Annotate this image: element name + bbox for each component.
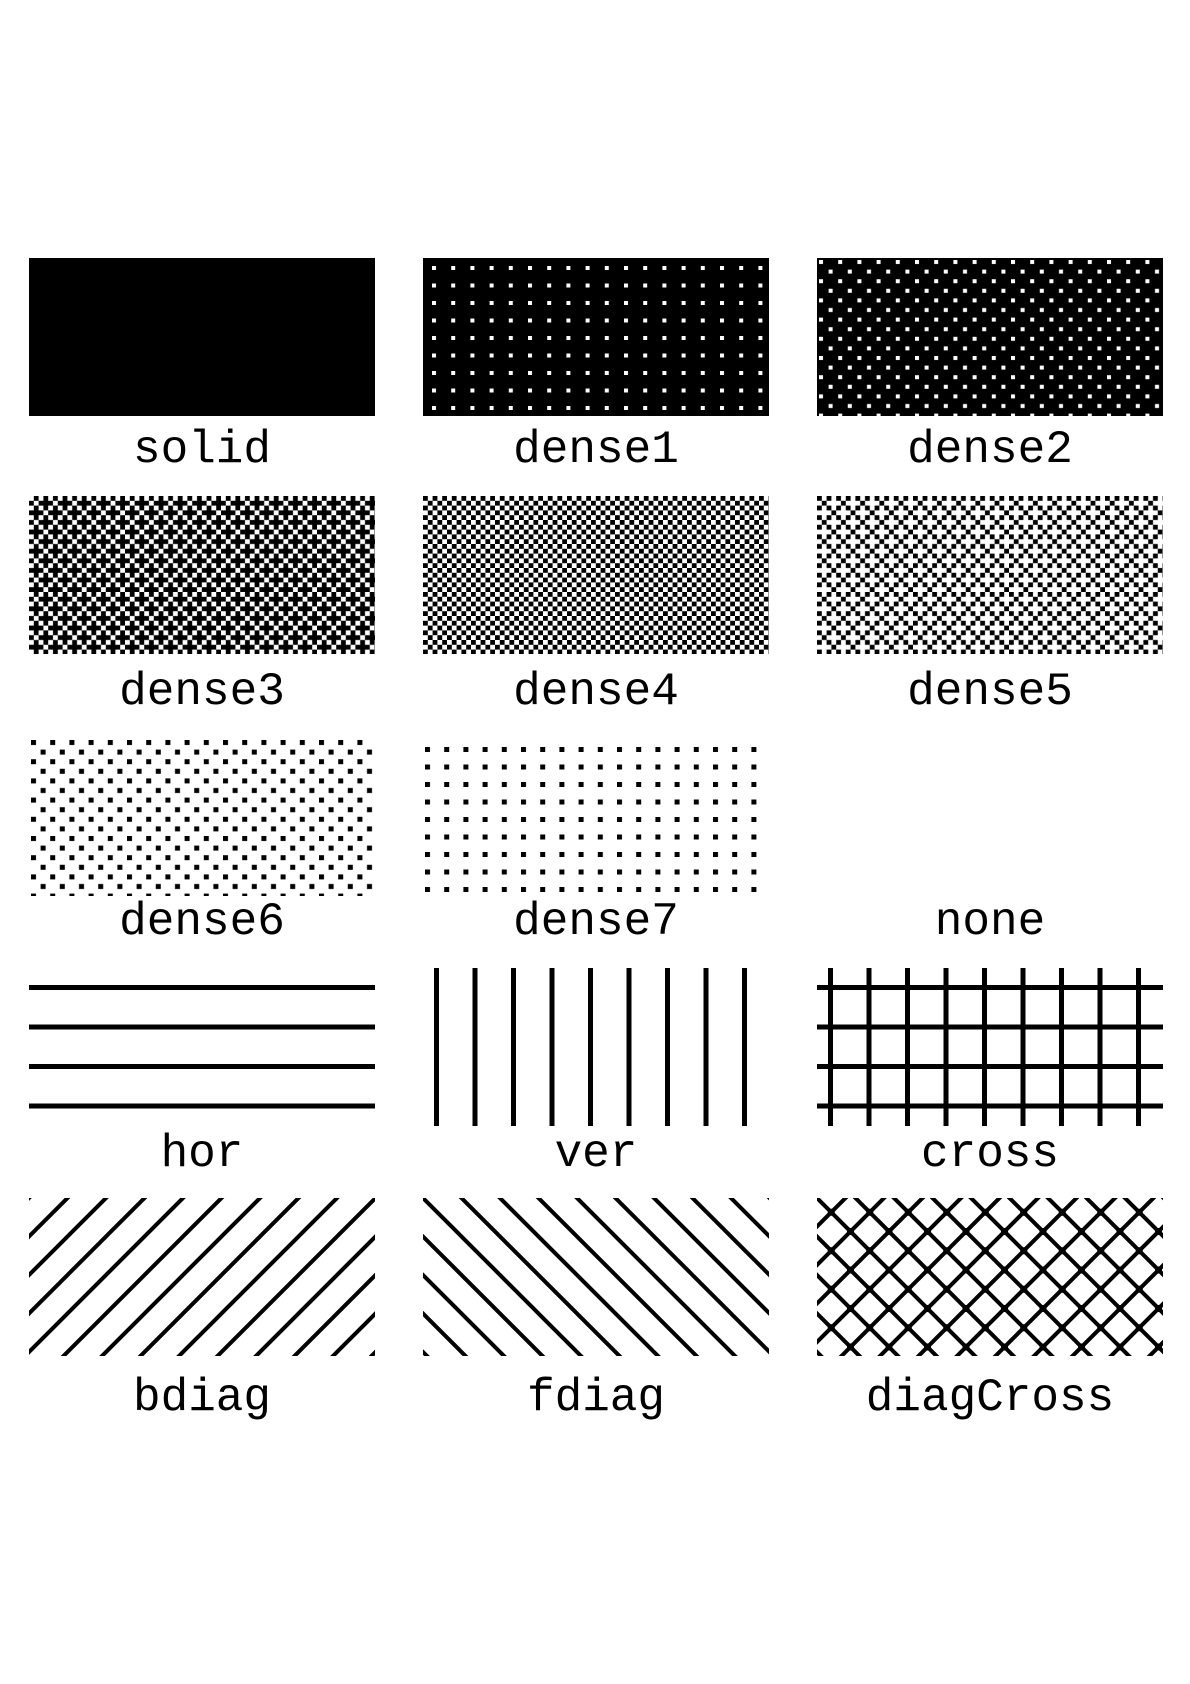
dense7-label: dense7 bbox=[513, 896, 679, 948]
dense2-label: dense2 bbox=[907, 424, 1073, 476]
ver-label: ver bbox=[554, 1128, 638, 1180]
dense6-label: dense6 bbox=[119, 896, 285, 948]
dense6-swatch bbox=[29, 738, 375, 896]
diagcross-label: diagCross bbox=[865, 1372, 1115, 1424]
dense1-swatch bbox=[423, 258, 769, 416]
hor-swatch bbox=[29, 968, 375, 1126]
hor-label: hor bbox=[160, 1128, 244, 1180]
cross-swatch bbox=[817, 968, 1163, 1126]
dense4-label: dense4 bbox=[513, 666, 679, 718]
dense1-label: dense1 bbox=[513, 424, 679, 476]
dense5-label: dense5 bbox=[907, 666, 1073, 718]
bdiag-label: bdiag bbox=[132, 1372, 272, 1424]
dense3-swatch bbox=[29, 496, 375, 654]
diagcross-swatch bbox=[817, 1198, 1163, 1356]
dense4-swatch bbox=[423, 496, 769, 654]
dense3-label: dense3 bbox=[119, 666, 285, 718]
dense2-swatch bbox=[817, 258, 1163, 416]
ver-swatch bbox=[423, 968, 769, 1126]
solid-label: solid bbox=[132, 424, 272, 476]
none-label: none bbox=[934, 896, 1046, 948]
dense5-swatch bbox=[817, 496, 1163, 654]
bdiag-swatch bbox=[29, 1198, 375, 1356]
fdiag-label: fdiag bbox=[526, 1372, 666, 1424]
fdiag-swatch bbox=[423, 1198, 769, 1356]
dense7-swatch bbox=[423, 738, 769, 896]
cross-label: cross bbox=[920, 1128, 1060, 1180]
solid-swatch bbox=[29, 258, 375, 416]
none-swatch bbox=[817, 738, 1163, 896]
